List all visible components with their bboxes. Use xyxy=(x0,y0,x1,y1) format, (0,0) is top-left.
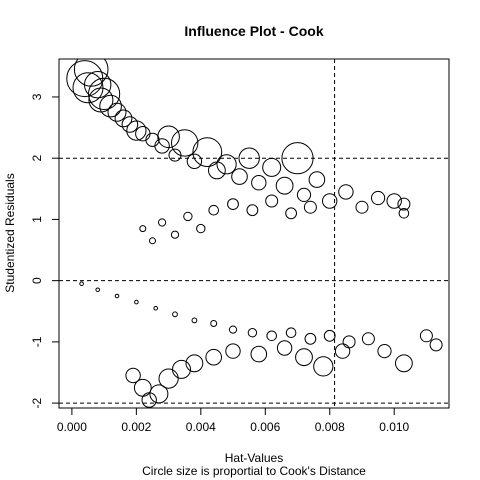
data-point xyxy=(398,208,410,219)
data-point xyxy=(153,305,158,311)
data-point xyxy=(313,356,334,377)
data-point xyxy=(84,71,112,99)
x-axis-label: Hat-Values xyxy=(225,451,283,465)
data-point xyxy=(251,175,267,191)
data-point xyxy=(371,190,386,206)
data-point xyxy=(322,193,338,209)
data-point xyxy=(238,147,260,169)
data-point xyxy=(126,120,147,141)
data-point xyxy=(296,187,312,202)
data-point xyxy=(157,125,180,149)
y-tick-label: 2 xyxy=(30,155,44,162)
data-point xyxy=(170,230,180,239)
data-point xyxy=(125,367,141,384)
data-point xyxy=(231,168,248,185)
data-point xyxy=(303,200,317,214)
data-point xyxy=(154,138,170,154)
data-point xyxy=(158,368,179,389)
data-point xyxy=(88,87,114,113)
data-point xyxy=(285,327,297,339)
data-point xyxy=(361,332,375,346)
data-point xyxy=(205,348,222,366)
data-point xyxy=(250,345,268,363)
data-point xyxy=(149,237,156,245)
data-point xyxy=(276,340,293,356)
data-point xyxy=(377,344,392,359)
data-point xyxy=(216,154,237,175)
data-point xyxy=(172,359,191,379)
data-point xyxy=(114,109,133,128)
data-point xyxy=(208,204,219,216)
data-point xyxy=(114,293,120,299)
data-point xyxy=(338,184,354,200)
y-tick-label: 1 xyxy=(30,216,44,223)
data-point xyxy=(141,392,157,408)
data-point xyxy=(266,330,278,342)
data-point xyxy=(355,200,369,214)
data-point xyxy=(334,343,351,359)
data-point xyxy=(99,94,122,118)
data-point xyxy=(88,77,121,111)
data-point xyxy=(395,354,413,373)
data-point xyxy=(139,225,147,233)
data-point xyxy=(185,354,204,373)
reference-lines xyxy=(59,59,449,408)
y-tick-label: -1 xyxy=(30,336,44,347)
data-point xyxy=(79,281,84,287)
y-tick-label: 3 xyxy=(30,93,44,100)
y-tick-label: -2 xyxy=(30,397,44,408)
x-tick-label: 0.000 xyxy=(57,420,87,434)
data-point xyxy=(135,126,151,142)
data-point xyxy=(145,132,160,147)
data-point xyxy=(196,223,206,234)
data-point xyxy=(73,59,109,87)
chart-subtitle: Circle size is proportial to Cook's Dist… xyxy=(142,464,366,478)
data-point xyxy=(397,197,411,211)
data-point xyxy=(134,299,139,305)
y-tick-label: 0 xyxy=(30,277,44,284)
x-axis: 0.000 0.002 0.004 0.006 0.008 0.010 xyxy=(57,407,410,434)
data-point xyxy=(121,116,139,133)
data-point xyxy=(275,176,294,195)
y-axis-label: Studentized Residuals xyxy=(3,173,17,292)
x-tick-label: 0.008 xyxy=(315,420,345,434)
data-point xyxy=(419,329,433,343)
data-point xyxy=(228,325,238,334)
data-point xyxy=(183,211,193,222)
x-tick-label: 0.010 xyxy=(379,420,409,434)
x-tick-label: 0.002 xyxy=(121,420,151,434)
data-point xyxy=(308,171,326,188)
data-point xyxy=(95,287,100,293)
data-point xyxy=(186,153,203,170)
data-point xyxy=(191,317,198,324)
data-points xyxy=(66,59,443,408)
data-point xyxy=(262,157,282,177)
data-point xyxy=(171,129,199,157)
data-point xyxy=(225,343,241,359)
chart-title: Influence Plot - Cook xyxy=(184,23,323,39)
plot-frame xyxy=(58,58,450,409)
data-point xyxy=(227,198,239,211)
data-point xyxy=(247,328,258,338)
data-point xyxy=(107,102,127,122)
data-point xyxy=(323,329,336,342)
data-point xyxy=(172,311,178,318)
data-point xyxy=(192,137,223,168)
x-tick-label: 0.006 xyxy=(250,420,280,434)
data-point xyxy=(295,348,313,367)
data-point xyxy=(133,378,152,397)
data-point xyxy=(285,207,298,220)
data-point xyxy=(304,332,317,345)
data-point xyxy=(386,193,402,209)
data-point xyxy=(342,335,356,349)
x-tick-label: 0.004 xyxy=(186,420,216,434)
data-point xyxy=(246,204,259,217)
data-point xyxy=(429,338,443,352)
y-axis: -2 -1 0 1 2 3 xyxy=(30,93,60,408)
data-point xyxy=(265,194,279,208)
data-point xyxy=(158,218,167,227)
data-point xyxy=(66,60,104,98)
data-point xyxy=(210,320,218,327)
